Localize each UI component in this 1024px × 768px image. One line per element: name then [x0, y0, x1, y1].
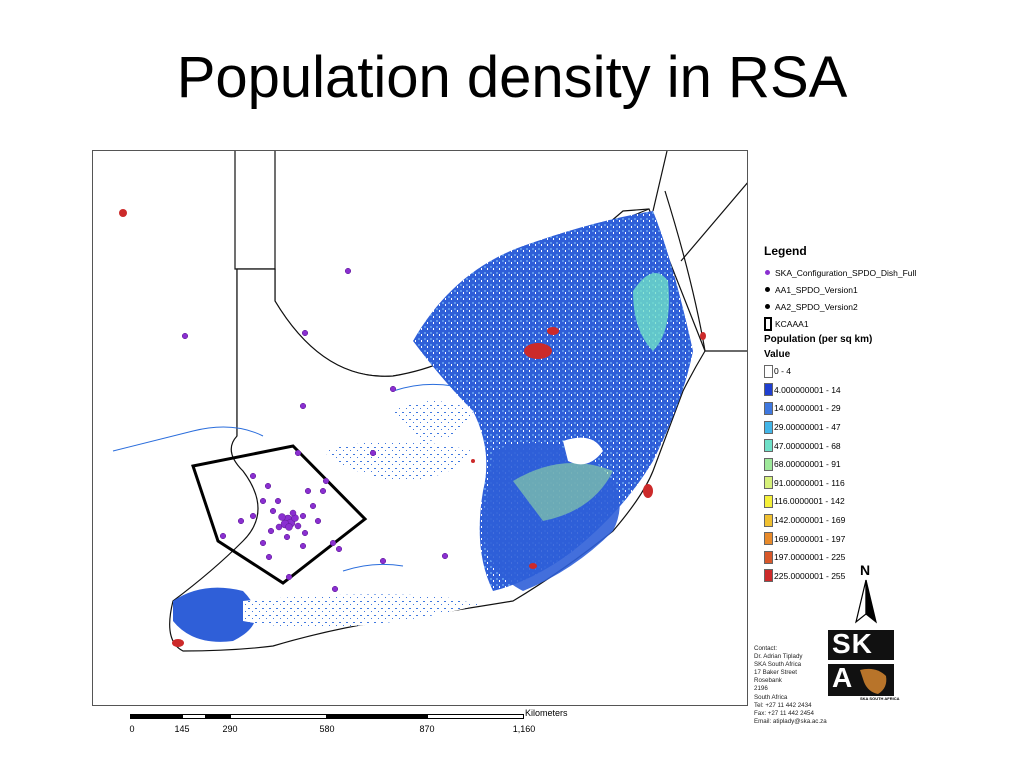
scale-tick: 1,160: [512, 724, 536, 734]
contact-line: Email: atiplady@ska.ac.za: [754, 717, 827, 725]
slide-title: Population density in RSA: [176, 45, 848, 110]
legend-point-label: SKA_Configuration_SPDO_Dish_Full: [775, 267, 917, 278]
scale-segment: [327, 714, 427, 719]
legend-swatch: [764, 494, 773, 508]
scale-tick: 870: [419, 724, 435, 734]
scale-segment: [206, 714, 230, 719]
legend-class-row: 225.0000001 - 255: [764, 567, 934, 586]
logo-text-top: SK: [832, 628, 873, 659]
legend-class-label: 68.00000001 - 91: [774, 459, 841, 470]
contact-line: Dr. Adrian Tiplady: [754, 653, 803, 661]
legend-class-label: 116.0000001 - 142: [774, 496, 845, 507]
black-dot-icon: [765, 287, 770, 292]
legend-class-row: 197.0000001 - 225: [764, 548, 934, 567]
scale-segment: [427, 714, 524, 719]
contact-line: Contact:: [754, 645, 778, 652]
legend-swatch: [764, 569, 773, 583]
legend-swatch: [764, 532, 773, 546]
legend-point-layer: AA2_SPDO_Version2: [764, 298, 934, 315]
contact-line: Rosebank: [754, 677, 782, 685]
legend-population-title: Population (per sq km): [764, 334, 873, 345]
legend-class-label: 197.0000001 - 225: [774, 552, 846, 563]
legend-swatch: [764, 383, 773, 397]
north-arrow-icon: [855, 579, 877, 624]
legend-swatch: [764, 439, 773, 453]
density-raster: [173, 211, 693, 642]
legend-class-row: 68.00000001 - 91: [764, 455, 934, 474]
kcaaa1-boundary: [191, 444, 368, 585]
boundary-box-icon: [764, 316, 772, 331]
scale-bar: Kilometers 0 145 290 580 870 1,160: [120, 708, 580, 738]
ska-dish-points: [181, 267, 449, 593]
legend-class-label: 14.00000001 - 29: [774, 403, 841, 414]
scale-tick: 0: [129, 724, 135, 734]
map-canvas: [112, 151, 747, 652]
scale-segment: [130, 714, 182, 719]
legend-class-row: 29.00000001 - 47: [764, 418, 934, 437]
north-label: N: [860, 562, 871, 578]
scale-tick: 290: [222, 724, 238, 734]
scale-segment: [230, 714, 327, 719]
legend-class-row: 4.000000001 - 14: [764, 381, 934, 400]
legend-boundary: KCAAA1: [764, 315, 934, 332]
ska-logo: SK A SKA SOUTH AFRICA: [820, 622, 900, 702]
legend-class-row: 0 - 4: [764, 362, 934, 381]
purple-dot-icon: [765, 270, 770, 275]
scale-tick: 580: [319, 724, 335, 734]
legend-swatch: [764, 401, 773, 415]
legend-classes: 0 - 4 4.000000001 - 14 14.00000001 - 29 29.…: [764, 362, 934, 585]
contact-line: 17 Baker Street: [754, 669, 797, 677]
legend-class-row: 169.0000001 - 197: [764, 529, 934, 548]
legend-class-label: 0 - 4: [774, 366, 792, 377]
urban-centres: [119, 209, 706, 647]
population-density-map[interactable]: [92, 150, 748, 706]
legend-class-label: 47.00000001 - 68: [774, 440, 841, 451]
legend-boundary-label: KCAAA1: [775, 318, 809, 329]
legend-swatch: [764, 457, 773, 471]
legend-class-label: 142.0000001 - 169: [774, 515, 846, 526]
contact-line: 2196: [754, 685, 768, 693]
logo-caption: SKA SOUTH AFRICA: [860, 696, 900, 701]
legend-point-label: AA1_SPDO_Version1: [775, 284, 858, 295]
contact-line: SKA South Africa: [754, 661, 802, 669]
legend-class-row: 116.0000001 - 142: [764, 492, 934, 511]
legend-point-label: AA2_SPDO_Version2: [775, 301, 858, 312]
legend-point-layer: AA1_SPDO_Version1: [764, 281, 934, 298]
legend-point-layer: SKA_Configuration_SPDO_Dish_Full: [764, 264, 934, 281]
legend-class-label: 169.0000001 - 197: [774, 533, 846, 544]
legend-class-label: 225.0000001 - 255: [774, 570, 846, 581]
legend-value-label: Value: [764, 349, 791, 360]
legend-swatch: [764, 550, 773, 564]
legend-class-row: 91.00000001 - 116: [764, 474, 934, 493]
legend-class-row: 142.0000001 - 169: [764, 511, 934, 530]
legend-class-label: 91.00000001 - 116: [774, 477, 845, 488]
contact-line: Tel: +27 11 442 2434: [754, 701, 812, 709]
contact-line: South Africa: [754, 693, 788, 701]
ska-logo-icon: [828, 630, 894, 696]
legend-class-row: 47.00000001 - 68: [764, 436, 934, 455]
legend-title: Legend: [764, 244, 807, 258]
legend-class-label: 29.00000001 - 47: [774, 422, 841, 433]
scale-tick: 145: [174, 724, 190, 734]
logo-text-bottom: A: [832, 662, 853, 693]
contact-line: Fax: +27 11 442 2454: [754, 709, 814, 717]
contact-info: Contact: Dr. Adrian Tiplady SKA South Afri…: [754, 645, 827, 726]
legend-class-row: 14.00000001 - 29: [764, 399, 934, 418]
scale-unit: Kilometers: [525, 708, 568, 718]
north-arrow: N: [848, 562, 884, 632]
legend-class-label: 4.000000001 - 14: [774, 384, 841, 395]
map-legend: Legend SKA_Configuration_SPDO_Dish_Full …: [764, 244, 934, 585]
legend-swatch: [764, 364, 773, 378]
legend-swatch: [764, 420, 773, 434]
legend-swatch: [764, 513, 773, 527]
scale-segment: [182, 714, 206, 719]
legend-swatch: [764, 476, 773, 490]
rivers: [112, 383, 454, 572]
black-dot-icon: [765, 304, 770, 309]
